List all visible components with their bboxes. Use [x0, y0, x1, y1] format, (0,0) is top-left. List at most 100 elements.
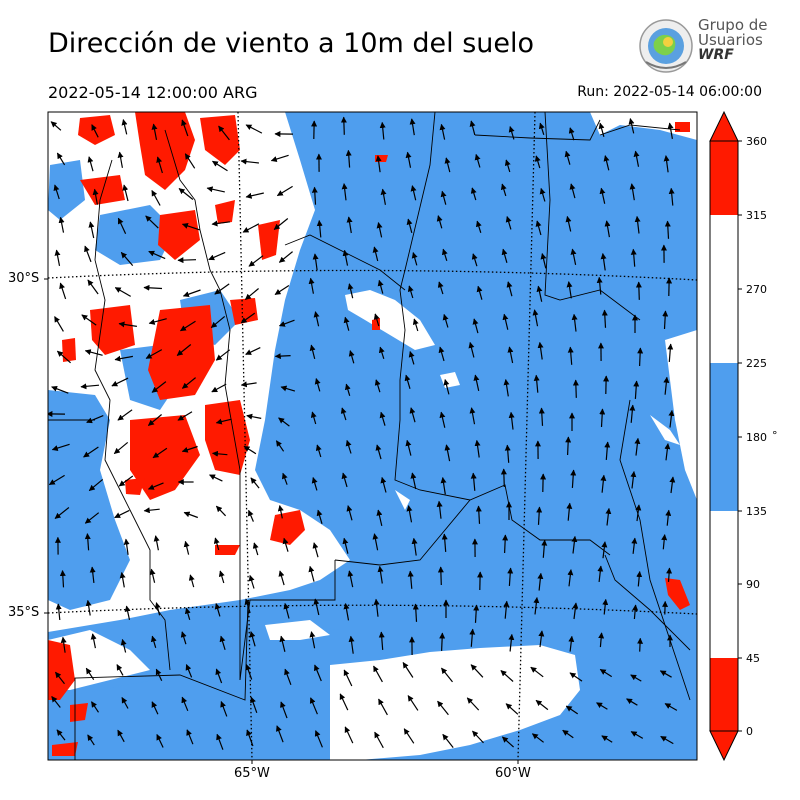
lat-label-30s: 30°S — [8, 271, 40, 286]
lon-label-60w: 60°W — [495, 766, 531, 781]
wind-arrow — [346, 505, 353, 521]
wind-arrow — [151, 381, 167, 393]
wind-arrow — [405, 439, 412, 456]
wind-arrow — [596, 276, 603, 295]
wind-arrow — [668, 409, 675, 428]
wind-arrow — [372, 246, 379, 262]
wind-arrow — [242, 223, 260, 233]
wind-arrow — [662, 310, 669, 330]
wind-arrow — [475, 505, 482, 524]
wind-arrow — [186, 729, 194, 745]
red-patch-23 — [675, 122, 690, 132]
wind-arrow — [535, 220, 542, 236]
wind-arrow — [374, 379, 381, 393]
wind-arrow — [246, 413, 262, 420]
wind-arrow — [270, 154, 289, 162]
wind-arrow — [121, 119, 128, 135]
wind-arrow — [507, 346, 514, 364]
wind-arrow — [219, 635, 226, 650]
wind-arrow — [282, 537, 289, 552]
wind-arrow — [244, 598, 251, 614]
wind-arrow — [436, 500, 443, 519]
wind-arrow — [375, 444, 382, 460]
wind-arrow — [441, 533, 448, 552]
wind-arrow — [249, 631, 256, 647]
wind-arrow — [83, 446, 99, 458]
wind-arrow — [472, 730, 484, 744]
wind-arrow — [208, 251, 226, 261]
wind-arrow — [88, 221, 95, 239]
wind-arrow — [405, 151, 412, 168]
wind-arrow — [530, 666, 544, 678]
wind-arrow — [565, 705, 579, 715]
red-patch-8 — [90, 305, 135, 355]
wind-arrow — [314, 378, 321, 392]
wind-arrow — [59, 282, 67, 300]
wind-arrow — [183, 511, 199, 519]
wind-arrow — [245, 192, 264, 199]
wind-arrow — [278, 319, 295, 327]
wind-arrow — [411, 252, 418, 266]
wind-arrow — [470, 187, 477, 201]
wind-arrow — [246, 729, 254, 747]
wind-arrow — [403, 728, 415, 744]
wind-arrow — [630, 731, 644, 739]
wind-arrow — [637, 637, 644, 652]
wind-arrow — [122, 184, 129, 202]
wind-arrow — [569, 672, 583, 682]
wind-arrow — [176, 344, 192, 356]
wind-arrow — [180, 631, 187, 645]
wind-arrow — [153, 535, 160, 551]
wind-arrow — [311, 186, 318, 205]
wind-arrow — [149, 568, 156, 583]
wind-arrow — [601, 309, 608, 328]
wind-arrow — [344, 383, 351, 396]
wind-arrow — [626, 698, 638, 706]
wind-arrow — [273, 218, 289, 230]
wind-arrow — [248, 255, 264, 267]
wind-arrow — [86, 415, 104, 424]
wind-arrow — [309, 344, 316, 360]
wind-arrow — [466, 697, 480, 711]
wind-arrow — [314, 730, 323, 748]
run-time: Run: 2022-05-14 06:00:00 — [577, 84, 762, 100]
wind-arrow — [598, 122, 605, 137]
wind-arrow — [379, 411, 386, 426]
wind-arrow — [245, 124, 263, 134]
lat-label-35s: 35°S — [8, 605, 40, 620]
wind-arrow — [182, 289, 201, 298]
colorbar-tick-90: 90 — [746, 578, 760, 591]
red-patch-15 — [270, 510, 305, 545]
wind-arrow — [156, 156, 163, 174]
wind-arrow — [311, 477, 318, 491]
wind-arrow — [378, 346, 385, 359]
colorbar-tick-135: 135 — [746, 505, 767, 518]
wind-arrow — [439, 632, 446, 651]
wind-arrow — [312, 253, 319, 271]
red-patch-19 — [52, 742, 78, 756]
wind-arrow — [373, 313, 380, 327]
wind-arrow — [604, 441, 611, 460]
wind-arrow — [473, 374, 480, 392]
wind-arrow — [181, 223, 200, 231]
wind-arrow — [378, 631, 385, 650]
wind-arrow — [602, 598, 609, 615]
logo-line-2: Usuarios — [698, 31, 763, 49]
wind-arrow — [188, 574, 195, 588]
wind-arrow — [114, 287, 131, 297]
wind-arrow — [152, 447, 168, 459]
wind-arrow — [154, 602, 161, 616]
wind-arrow — [148, 318, 167, 325]
wind-arrow — [274, 284, 290, 296]
wind-arrow — [80, 383, 100, 390]
wind-arrow — [114, 509, 130, 519]
white-patch-center-1 — [345, 290, 435, 350]
wind-arrow — [185, 664, 193, 678]
wind-arrow — [508, 126, 515, 140]
wind-arrow — [412, 603, 419, 622]
wind-arrow — [343, 669, 353, 687]
wind-arrow — [274, 353, 291, 360]
wind-arrow — [215, 418, 232, 425]
red-patch-11 — [62, 338, 76, 362]
